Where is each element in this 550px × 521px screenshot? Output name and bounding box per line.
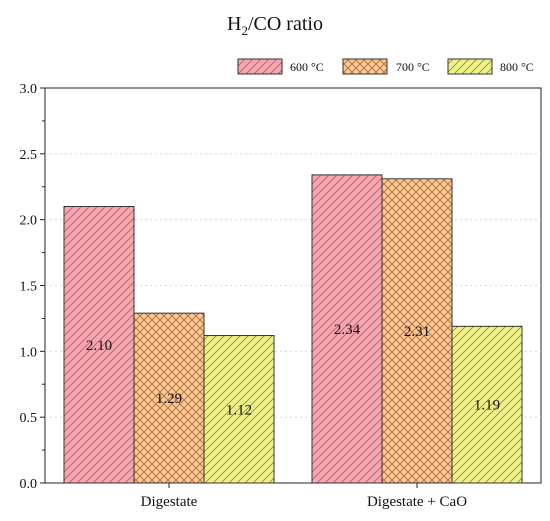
y-tick-label: 0.5 [20,411,38,426]
plot-area: 0.0 0.5 1.0 1.5 2.0 2.5 3.0 2.10 1.29 1.12 Digesta… [20,82,542,510]
data-label: 2.34 [334,322,361,338]
data-label: 2.10 [86,338,112,354]
y-tick-label: 3.0 [20,82,38,97]
data-label: 1.12 [226,402,252,418]
y-tick-label: 0.0 [20,477,38,492]
y-tick-label: 1.5 [20,280,38,295]
chart-title: H2/CO ratio [227,13,323,38]
bar [133,312,205,484]
x-tick-label: Digestate + CaO [367,494,467,510]
y-tick-label: 2.0 [20,214,38,229]
x-tick-label: Digestate [141,494,198,510]
bar [451,325,523,484]
legend-swatch [447,58,493,75]
legend-swatch [237,58,283,75]
legend: 600 °C 700 °C 800 °C [237,58,534,75]
bar [63,206,135,484]
bar [203,335,275,484]
legend-label: 600 °C [290,60,324,74]
bar [311,174,383,484]
y-tick-label: 1.0 [20,345,38,360]
legend-label: 700 °C [396,60,430,74]
bar [381,178,453,484]
data-label: 1.19 [474,398,500,414]
data-label: 2.31 [404,324,430,340]
legend-label: 800 °C [500,60,534,74]
data-label: 1.29 [156,391,182,407]
legend-swatch [342,58,388,75]
y-tick-label: 2.5 [20,148,38,163]
